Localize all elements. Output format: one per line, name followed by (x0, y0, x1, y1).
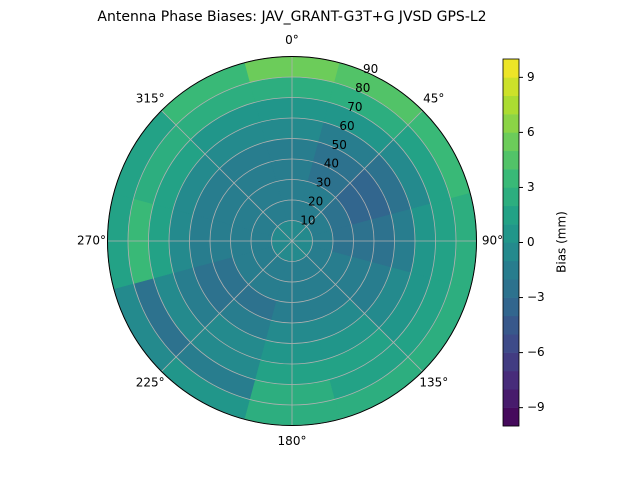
colorbar-band (503, 260, 519, 280)
colorbar-band (503, 169, 519, 188)
theta-tick-label: 315° (136, 92, 165, 106)
theta-tick-label: 180° (278, 434, 307, 448)
theta-tick-label: 45° (423, 92, 444, 106)
colorbar-band (503, 242, 519, 262)
colorbar-tick-label: −6 (527, 345, 545, 359)
theta-tick-label: 270° (77, 234, 106, 248)
colorbar-tick-label: 0 (527, 235, 535, 249)
r-tick-label: 70 (347, 100, 362, 114)
theta-tick-label: 0° (285, 33, 299, 47)
colorbar-band (503, 389, 519, 408)
colorbar-band (503, 59, 519, 78)
colorbar-label: Bias (mm) (555, 211, 569, 273)
colorbar-tick-label: −9 (527, 400, 545, 414)
theta-tick-label: 135° (419, 375, 448, 389)
colorbar-band (503, 77, 519, 96)
colorbar-band (503, 279, 519, 298)
colorbar-band (503, 95, 519, 115)
colorbar-band (503, 352, 519, 372)
r-tick-label: 90 (363, 62, 378, 76)
r-tick-label: 30 (316, 176, 331, 190)
colorbar-tick-label: 3 (527, 180, 535, 194)
colorbar-band (503, 150, 519, 170)
r-tick-label: 10 (300, 214, 315, 228)
colorbar-band (503, 132, 519, 152)
colorbar-tick-label: 9 (527, 70, 535, 84)
colorbar-band (503, 114, 519, 133)
r-tick-label: 80 (355, 81, 370, 95)
colorbar-band (503, 370, 519, 390)
r-tick-label: 40 (324, 157, 339, 171)
colorbar-band (503, 205, 519, 225)
r-tick-label: 20 (308, 195, 323, 209)
colorbar-band (503, 297, 519, 317)
colorbar-tick-label: 6 (527, 125, 535, 139)
grid-spoke (291, 110, 423, 242)
colorbar-band (503, 315, 519, 335)
colorbar-tick-label: −3 (527, 290, 545, 304)
r-tick-label: 60 (339, 119, 354, 133)
colorbar-band (503, 334, 519, 353)
polar-frame (107, 56, 477, 426)
r-tick-label: 50 (332, 138, 347, 152)
colorbar-band (503, 407, 519, 427)
grid-spoke (161, 240, 293, 372)
theta-tick-label: 90° (482, 234, 503, 248)
grid-spoke (291, 240, 423, 372)
grid-spoke (161, 110, 293, 242)
colorbar-band (503, 224, 519, 243)
chart-title: Antenna Phase Biases: JAV_GRANT-G3T+G JV… (97, 9, 486, 25)
theta-tick-label: 225° (136, 375, 165, 389)
colorbar-band (503, 187, 519, 207)
